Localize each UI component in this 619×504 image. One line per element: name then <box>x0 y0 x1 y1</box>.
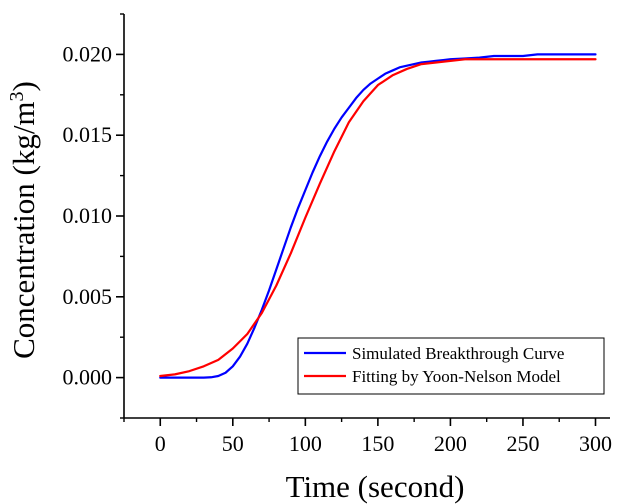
x-tick-label: 100 <box>289 431 322 456</box>
x-axis-title: Time (second) <box>286 469 465 504</box>
series-line-1 <box>159 53 597 379</box>
legend-label: Simulated Breakthrough Curve <box>352 344 564 363</box>
series-layer <box>159 53 597 379</box>
y-tick-label: 0.015 <box>63 122 113 147</box>
y-axis-title-superscript: 3 <box>6 91 28 101</box>
y-axis-title: Concentration (kg/m3) <box>6 81 41 359</box>
legend: Simulated Breakthrough Curve Fitting by Y… <box>297 337 605 395</box>
x-tick-label: 250 <box>506 431 539 456</box>
y-axis-title-close: ) <box>6 81 41 91</box>
x-tick-label: 150 <box>361 431 394 456</box>
y-tick-label: 0.000 <box>63 365 113 390</box>
y-tick-label: 0.005 <box>63 284 113 309</box>
y-tick-label: 0.020 <box>63 41 113 66</box>
x-tick-label: 0 <box>155 431 166 456</box>
axes-layer: 0 50 100 150 200 250 300 0.000 0.005 0.010 0.015 0.… <box>63 13 612 456</box>
series-line-2 <box>159 58 597 378</box>
x-tick-label: 200 <box>434 431 467 456</box>
x-tick-label: 50 <box>222 431 244 456</box>
legend-box <box>297 337 605 395</box>
y-tick-label: 0.010 <box>63 203 113 228</box>
legend-label: Fitting by Yoon-Nelson Model <box>352 367 561 386</box>
x-tick-label: 300 <box>579 431 612 456</box>
y-axis-title-main: Concentration (kg/m <box>6 101 41 358</box>
